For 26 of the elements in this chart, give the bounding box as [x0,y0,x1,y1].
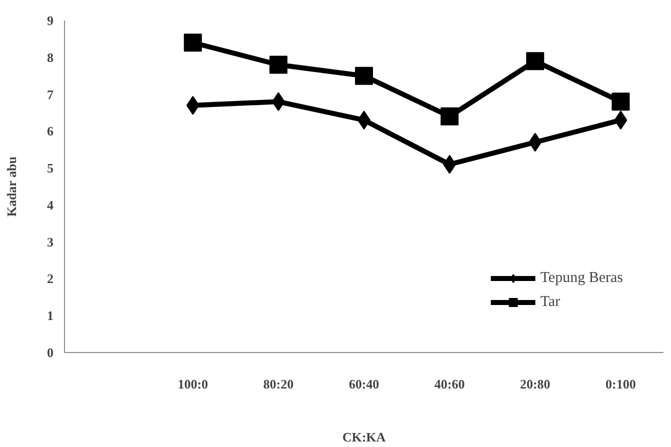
y-tick-label: 6 [47,124,54,139]
point [612,92,630,111]
point [355,66,373,85]
y-tick-label: 1 [47,308,54,324]
point [184,34,202,52]
x-axis-title: CK:KA [342,430,386,444]
legend-label: Tar [540,294,560,310]
y-tick-label: 2 [47,271,54,286]
point [526,52,544,70]
y-tick-label: 5 [47,160,54,176]
point [269,56,288,74]
y-tick-label: 7 [47,86,54,102]
x-tick-label: 40:60 [434,376,465,392]
x-tick-label: 60:40 [348,376,380,392]
y-axis-title: Kadar abu [4,156,19,217]
x-tick-label: 0:100 [606,376,636,392]
y-tick-label: 3 [47,234,54,250]
y-tick-label: 4 [47,197,54,212]
point [440,107,459,126]
y-tick-label: 8 [47,50,54,65]
x-tick-label: 20:80 [520,376,550,392]
y-tick-label: 0 [47,345,54,360]
y-tick-label: 9 [47,13,54,28]
legend-label: Tepung Beras [540,270,623,286]
x-tick-label: 80:20 [263,376,294,392]
x-tick-label: 100:0 [178,376,208,392]
